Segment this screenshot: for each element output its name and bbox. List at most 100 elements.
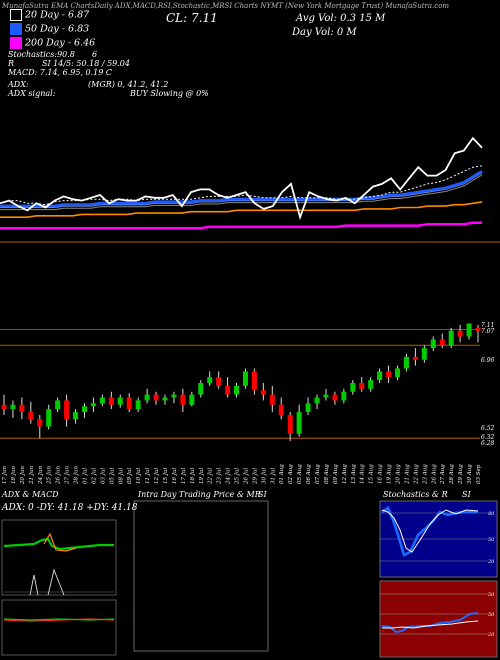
date-label: 26 Jul	[243, 468, 249, 485]
candle-down	[216, 377, 222, 386]
ema200-legend: 200 Day - 6.46	[10, 37, 95, 49]
candle-down	[126, 397, 132, 410]
date-label: 27 Jun	[65, 466, 71, 485]
ema200-swatch	[10, 37, 22, 49]
candle-down	[251, 371, 257, 391]
candle-up	[135, 400, 141, 410]
adx-panel-title: ADX & MACD	[2, 490, 59, 499]
rsi-box	[379, 580, 498, 658]
ema50-label: 50 Day - 6.83	[25, 23, 90, 35]
day-volume: Day Vol: 0 M	[292, 27, 357, 38]
candle-down	[287, 414, 293, 434]
intraday-box	[133, 500, 269, 652]
date-label: 17 Jun	[2, 466, 8, 484]
candle-up	[90, 403, 96, 407]
candle-up	[144, 394, 150, 401]
date-label: 21 Jun	[29, 466, 35, 485]
ema50-line	[0, 170, 483, 208]
ema-gray-line-2	[0, 174, 483, 211]
date-label: 03 Jul	[100, 468, 106, 484]
candle-up	[395, 368, 401, 378]
adx-line	[3, 537, 114, 551]
candle-up	[341, 391, 347, 401]
date-label: 16 Aug	[378, 464, 384, 484]
date-label: 10 Jul	[136, 468, 142, 484]
rsi-tick: 50	[488, 592, 495, 598]
adx-macd-panel	[1, 519, 117, 656]
date-label: 25 Jun	[47, 466, 53, 485]
candle-down	[19, 404, 25, 413]
date-label: 08 Jul	[118, 468, 124, 484]
ema20-label: 20 Day - 6.87	[25, 9, 90, 21]
date-label: 06 Aug	[306, 464, 312, 484]
rsi-tick: 20	[487, 632, 495, 638]
date-label: 02 Aug	[288, 464, 294, 484]
candle-up	[189, 394, 195, 405]
candle-up	[171, 394, 177, 398]
date-label: 14 Aug	[360, 464, 366, 484]
date-label: 26 Jun	[56, 466, 62, 485]
macd-value: MACD: 7.14, 6.95, 0.19 C	[8, 68, 113, 77]
date-label: 23 Aug	[422, 464, 428, 485]
candle-down	[457, 330, 463, 337]
date-label: 03 Sep	[476, 464, 482, 484]
date-label: 01 Jul	[82, 468, 88, 484]
ema-panel	[0, 136, 500, 243]
date-label: 25 Jul	[235, 468, 241, 485]
buy-signal: BUY Slowing @ 0%	[130, 89, 209, 98]
date-label: 21 Aug	[404, 464, 410, 485]
candle-up	[234, 385, 240, 395]
date-label: 31 Jul	[270, 468, 276, 484]
stochastic-d-line	[381, 509, 479, 553]
candle-up	[99, 397, 105, 404]
candle-down	[180, 394, 186, 405]
stoch-panel-title: Stochastics & R	[383, 490, 448, 499]
ema100-line	[0, 201, 483, 218]
date-label: 20 Jun	[20, 466, 26, 485]
date-label: 16 Jul	[172, 468, 178, 484]
candle-down	[1, 404, 7, 410]
ema20-legend: 20 Day - 6.87	[10, 9, 89, 21]
date-label: 30 Aug	[467, 464, 473, 484]
date-label: 09 Aug	[333, 464, 339, 484]
adx-signal-label: ADX signal:	[8, 89, 56, 98]
stochastic-tick: 80	[488, 511, 495, 517]
candle-down	[225, 385, 231, 395]
date-label: 15 Aug	[369, 464, 375, 484]
price-label: 6.96	[481, 357, 495, 364]
date-label: 07 Aug	[315, 464, 321, 484]
candle-down	[439, 339, 445, 346]
candle-down	[278, 404, 284, 415]
date-label: 30 Jul	[261, 468, 267, 484]
stoch-panel-si: SI	[462, 490, 471, 499]
stochastic-rsi-panel: 80 50 20 50 50 20	[379, 500, 498, 658]
candle-up	[242, 371, 248, 386]
date-label: 19 Aug	[387, 464, 393, 484]
date-label: 13 Aug	[351, 464, 357, 484]
candle-up	[466, 323, 472, 337]
date-label: 22 Jul	[208, 468, 214, 485]
candle-down	[260, 390, 266, 395]
stochastic-extra: 6	[92, 50, 98, 59]
date-label: 17 Jul	[181, 468, 187, 484]
price-label: 6.32	[481, 434, 495, 441]
candle-up	[162, 397, 168, 401]
ema50-swatch	[10, 23, 22, 35]
date-label: 29 Jul	[252, 468, 258, 485]
intraday-panel	[133, 500, 269, 652]
page-title: MunafaSutra EMA ChartsDaily ADX,MACD,RSI…	[2, 2, 450, 10]
candle-up	[305, 403, 311, 413]
candle-up	[314, 397, 320, 404]
close-price: CL: 7.11	[166, 11, 218, 25]
adx-di-line	[43, 532, 77, 552]
candle-up	[421, 348, 427, 360]
candle-up	[323, 394, 329, 398]
date-label: 05 Aug	[297, 464, 303, 484]
date-label: 18 Jun	[11, 466, 17, 484]
date-label: 11 Jul	[145, 468, 151, 484]
candle-down	[412, 356, 418, 360]
adx-bump-2	[47, 568, 65, 596]
date-label: 18 Jul	[190, 468, 196, 484]
candle-up	[207, 377, 213, 383]
